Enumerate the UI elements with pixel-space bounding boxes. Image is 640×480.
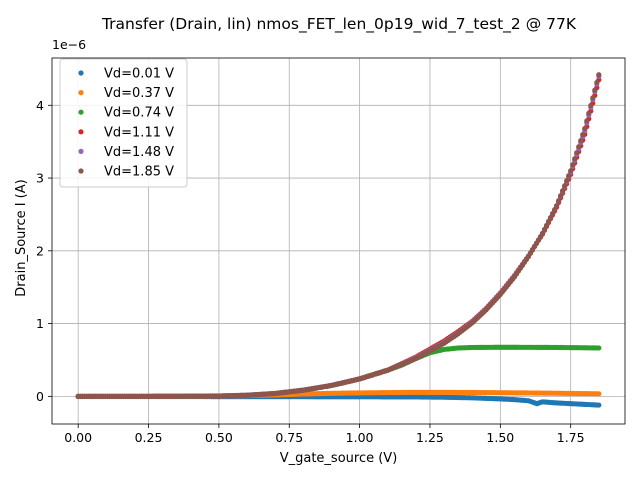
data-point	[566, 173, 572, 179]
data-point	[576, 144, 582, 150]
legend-marker	[78, 148, 84, 154]
data-point	[568, 168, 574, 174]
legend-label: Vd=1.48 V	[104, 145, 174, 160]
data-point	[596, 72, 602, 78]
y-tick-label: 0	[36, 389, 44, 404]
y-scale-label: 1e−6	[52, 37, 86, 52]
data-point	[572, 156, 578, 162]
data-point	[582, 125, 588, 132]
data-point	[541, 226, 548, 233]
data-point	[543, 222, 550, 229]
data-point	[596, 391, 602, 397]
data-point	[588, 102, 594, 109]
series-6	[75, 72, 602, 399]
data-point	[596, 345, 602, 351]
legend-label: Vd=0.01 V	[104, 67, 174, 82]
data-point	[580, 132, 586, 138]
data-point	[545, 218, 552, 225]
ticks-layer: 0.00 0.25 0.50 0.75 1.00 1.25 1.50 1.75 0 1 2 3 4	[36, 98, 585, 445]
legend-box	[59, 58, 188, 188]
x-axis-title: V_gate_source (V)	[280, 451, 398, 466]
data-point	[590, 95, 596, 101]
data-point	[554, 203, 560, 209]
data-point	[586, 110, 592, 116]
legend-marker	[78, 129, 84, 135]
data-point	[594, 79, 600, 86]
data-point	[560, 188, 566, 194]
chart-title: Transfer (Drain, lin) nmos_FET_len_0p19_…	[101, 15, 577, 34]
data-point	[574, 150, 580, 156]
x-tick-label: 0.25	[135, 430, 163, 445]
legend-label: Vd=0.37 V	[104, 86, 174, 101]
data-point	[578, 138, 584, 144]
legend-label: Vd=1.11 V	[104, 125, 174, 140]
legend-marker	[78, 168, 84, 174]
legend-marker	[78, 90, 84, 96]
data-point	[549, 211, 556, 217]
data-point	[556, 198, 562, 204]
x-tick-label: 1.25	[416, 430, 444, 445]
plot-frame	[51, 57, 626, 425]
data-point	[552, 207, 558, 213]
legend-marker	[78, 70, 84, 76]
x-tick-label: 1.50	[486, 430, 514, 445]
y-tick-label: 3	[36, 171, 44, 186]
data-point	[596, 402, 602, 408]
data-point	[570, 162, 576, 168]
x-tick-label: 1.00	[346, 430, 374, 445]
data-point	[562, 183, 568, 189]
data-point	[564, 178, 570, 184]
x-tick-label: 0.75	[275, 430, 303, 445]
data-point	[547, 214, 554, 221]
legend-marker	[78, 109, 84, 115]
y-tick-label: 2	[36, 243, 44, 258]
legend-label: Vd=1.85 V	[104, 165, 174, 180]
y-axis-title: Drain_Source I (A)	[14, 179, 29, 296]
legend: Vd=0.01 V Vd=0.37 V Vd=0.74 V Vd=1.11 V Vd=1…	[59, 58, 188, 188]
data-point	[558, 193, 564, 199]
y-tick-label: 1	[36, 316, 44, 331]
data-point	[584, 118, 590, 124]
x-tick-label: 0.50	[205, 430, 233, 445]
x-tick-label: 0.00	[64, 430, 92, 445]
data-points-layer	[75, 72, 602, 408]
x-tick-label: 1.75	[557, 430, 585, 445]
legend-label: Vd=0.74 V	[104, 106, 174, 121]
data-point	[592, 87, 598, 93]
y-tick-label: 4	[36, 98, 44, 113]
data-point	[539, 230, 546, 236]
